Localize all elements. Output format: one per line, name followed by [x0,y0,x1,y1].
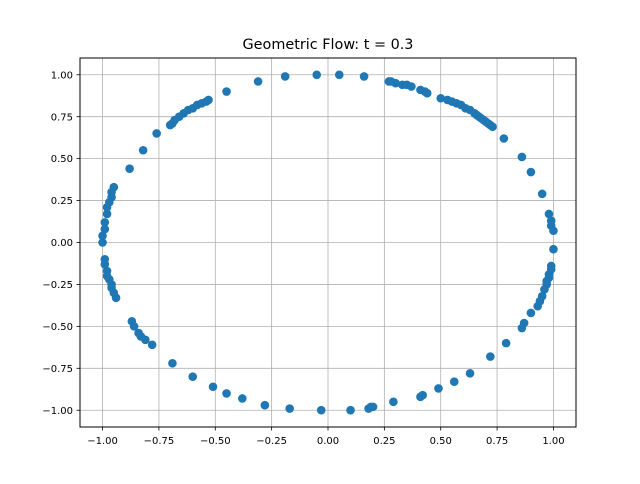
data-point [285,404,294,413]
y-tick-label: 0.00 [51,238,73,249]
data-point [312,70,322,80]
x-tick-label: −1.00 [87,436,118,447]
data-point [152,129,161,138]
data-point [204,95,213,105]
data-point [359,72,369,81]
data-points [98,70,558,415]
data-point [540,285,549,294]
data-point [109,182,119,192]
data-point [222,389,231,398]
data-point [188,372,198,381]
y-tick-label: −0.75 [42,364,73,375]
y-tick-label: 0.25 [51,196,73,207]
x-tick-label: 0.50 [430,436,452,447]
y-tick-label: −0.25 [42,280,73,291]
data-point [138,145,148,155]
data-point [488,122,497,132]
data-point [102,266,112,276]
x-tick-label: −0.25 [256,436,287,447]
data-point [499,134,509,143]
data-point [526,167,536,177]
data-point [208,382,218,392]
data-point [346,405,355,415]
data-point [260,400,270,410]
y-tick-label: 0.50 [51,154,73,165]
data-point [100,254,110,264]
data-point [98,231,107,241]
data-point [280,72,290,81]
chart-title: Geometric Flow: t = 0.3 [243,37,414,53]
data-point [389,397,398,407]
data-point [100,224,110,234]
y-axis: −1.00 −0.75 −0.50 −0.25 0.00 0.25 0.50 0.75 1.00 [42,70,80,417]
x-tick-label: 0.75 [486,436,508,447]
data-point [316,405,326,415]
data-point [436,93,446,103]
data-point [544,209,554,219]
data-point [102,209,112,219]
data-point [134,328,143,338]
data-point [364,404,373,413]
data-point [549,244,558,254]
x-axis: −1.00 −0.75 −0.50 −0.25 0.00 0.25 0.50 0.75 1.00 [87,427,565,447]
data-point [549,226,558,236]
data-point [222,87,231,96]
y-tick-label: 1.00 [51,70,73,81]
data-point [98,238,107,247]
data-point [334,70,344,80]
y-tick-label: −1.00 [42,406,73,417]
data-point [147,340,157,350]
data-point [517,323,527,333]
data-point [127,317,137,326]
x-tick-label: 0.25 [373,436,395,447]
data-point [526,308,536,318]
data-point [422,88,432,98]
data-point [517,152,527,162]
x-tick-label: −0.50 [200,436,231,447]
x-tick-label: 1.00 [542,436,564,447]
data-point [100,218,110,227]
data-point [125,164,134,173]
y-tick-label: −0.50 [42,322,73,333]
data-point [537,189,547,199]
data-point [449,377,459,387]
data-point [533,301,542,311]
data-point [407,82,416,91]
data-point [416,392,425,402]
data-point [168,358,177,368]
y-tick-label: 0.75 [51,112,73,123]
data-point [465,369,475,378]
data-point [391,78,400,88]
data-point [253,77,263,86]
data-point [434,384,443,393]
data-point [486,352,495,361]
x-tick-label: −0.75 [144,436,175,447]
data-point [501,338,511,348]
x-tick-label: 0.00 [317,436,339,447]
grid [80,58,576,427]
data-point [238,394,247,403]
